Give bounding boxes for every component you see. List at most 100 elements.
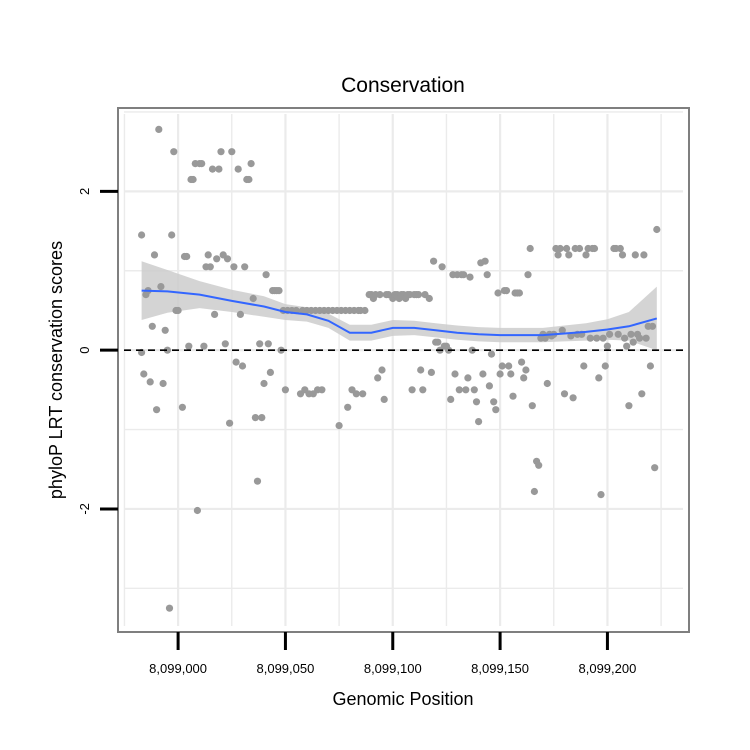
data-point <box>575 244 584 253</box>
data-point <box>170 148 178 156</box>
data-point <box>627 330 635 338</box>
data-point <box>153 406 161 414</box>
data-point <box>621 334 629 342</box>
data-point <box>494 289 502 297</box>
data-point <box>556 244 564 253</box>
data-point <box>419 386 427 394</box>
data-point <box>565 251 573 259</box>
data-point <box>163 346 171 354</box>
data-point <box>262 271 270 279</box>
data-point <box>460 271 468 279</box>
data-point <box>496 370 504 378</box>
x-tick-label: 8,099,150 <box>471 661 529 676</box>
data-point <box>509 392 517 400</box>
data-point <box>606 330 614 338</box>
data-point <box>200 342 208 350</box>
data-point <box>178 403 186 411</box>
data-point <box>206 263 214 271</box>
data-point <box>580 362 588 370</box>
data-point <box>241 263 249 271</box>
data-point <box>138 231 146 239</box>
data-point <box>636 334 644 342</box>
data-point <box>174 306 182 315</box>
data-point <box>150 251 159 259</box>
data-point <box>470 386 478 394</box>
data-point <box>524 271 532 279</box>
data-point <box>646 362 655 370</box>
data-point <box>408 386 416 394</box>
data-point <box>281 386 289 394</box>
data-point <box>204 251 212 259</box>
data-point <box>464 374 472 382</box>
data-point <box>601 362 609 370</box>
data-point <box>618 251 627 259</box>
data-point <box>518 358 526 366</box>
data-point <box>631 251 639 259</box>
data-point <box>522 366 530 374</box>
data-point <box>492 406 500 414</box>
data-point <box>543 379 551 388</box>
data-point <box>642 334 650 342</box>
data-point <box>434 338 442 346</box>
data-point <box>221 340 229 348</box>
data-point <box>253 477 262 485</box>
data-point <box>451 370 459 378</box>
y-axis-label: phyloP LRT conservation scores <box>46 241 66 499</box>
x-tick-label: 8,099,000 <box>149 661 207 676</box>
data-point <box>183 252 191 261</box>
data-point <box>213 255 221 263</box>
plot-area: 8,099,000 8,099,050 8,099,100 8,099,150 8,09… <box>77 107 690 676</box>
data-point <box>526 244 534 253</box>
data-point <box>378 366 386 374</box>
data-point <box>487 350 496 358</box>
data-point <box>226 419 234 427</box>
data-point <box>430 257 438 265</box>
data-point <box>490 398 498 406</box>
data-point <box>361 306 369 315</box>
data-point <box>554 251 562 259</box>
data-point <box>374 374 382 382</box>
x-tick-label: 8,099,050 <box>257 661 315 676</box>
data-point <box>266 368 274 376</box>
data-point <box>344 403 352 411</box>
data-point <box>472 398 481 406</box>
data-point <box>597 491 605 499</box>
data-point <box>502 287 511 295</box>
data-point <box>140 370 148 378</box>
data-point <box>603 342 612 350</box>
data-point <box>479 370 487 378</box>
data-point <box>520 374 528 382</box>
data-point <box>211 310 219 318</box>
data-point <box>515 289 524 297</box>
data-point <box>249 294 257 303</box>
data-point <box>228 148 236 156</box>
data-point <box>481 257 489 265</box>
data-point <box>563 244 571 253</box>
chart-title: Conservation <box>341 74 465 97</box>
data-point <box>417 366 425 374</box>
data-point <box>376 291 384 299</box>
data-point <box>599 334 607 342</box>
data-point <box>230 263 238 271</box>
data-point <box>359 390 367 398</box>
data-point <box>168 231 176 239</box>
data-point <box>623 342 631 350</box>
data-point <box>505 362 513 370</box>
x-tick-label: 8,099,100 <box>364 661 422 676</box>
data-point <box>258 414 266 422</box>
data-point <box>586 334 594 342</box>
data-point <box>247 160 255 168</box>
data-point <box>264 340 272 348</box>
data-point <box>155 125 163 133</box>
y-tick-label: 0 <box>77 347 92 354</box>
data-point <box>614 330 622 338</box>
data-point <box>148 322 156 330</box>
data-point <box>425 294 433 303</box>
data-point <box>438 263 446 271</box>
data-point <box>569 394 577 402</box>
plot-frame <box>117 107 690 633</box>
data-point <box>217 148 225 156</box>
data-point <box>208 165 217 173</box>
data-point <box>625 402 633 410</box>
